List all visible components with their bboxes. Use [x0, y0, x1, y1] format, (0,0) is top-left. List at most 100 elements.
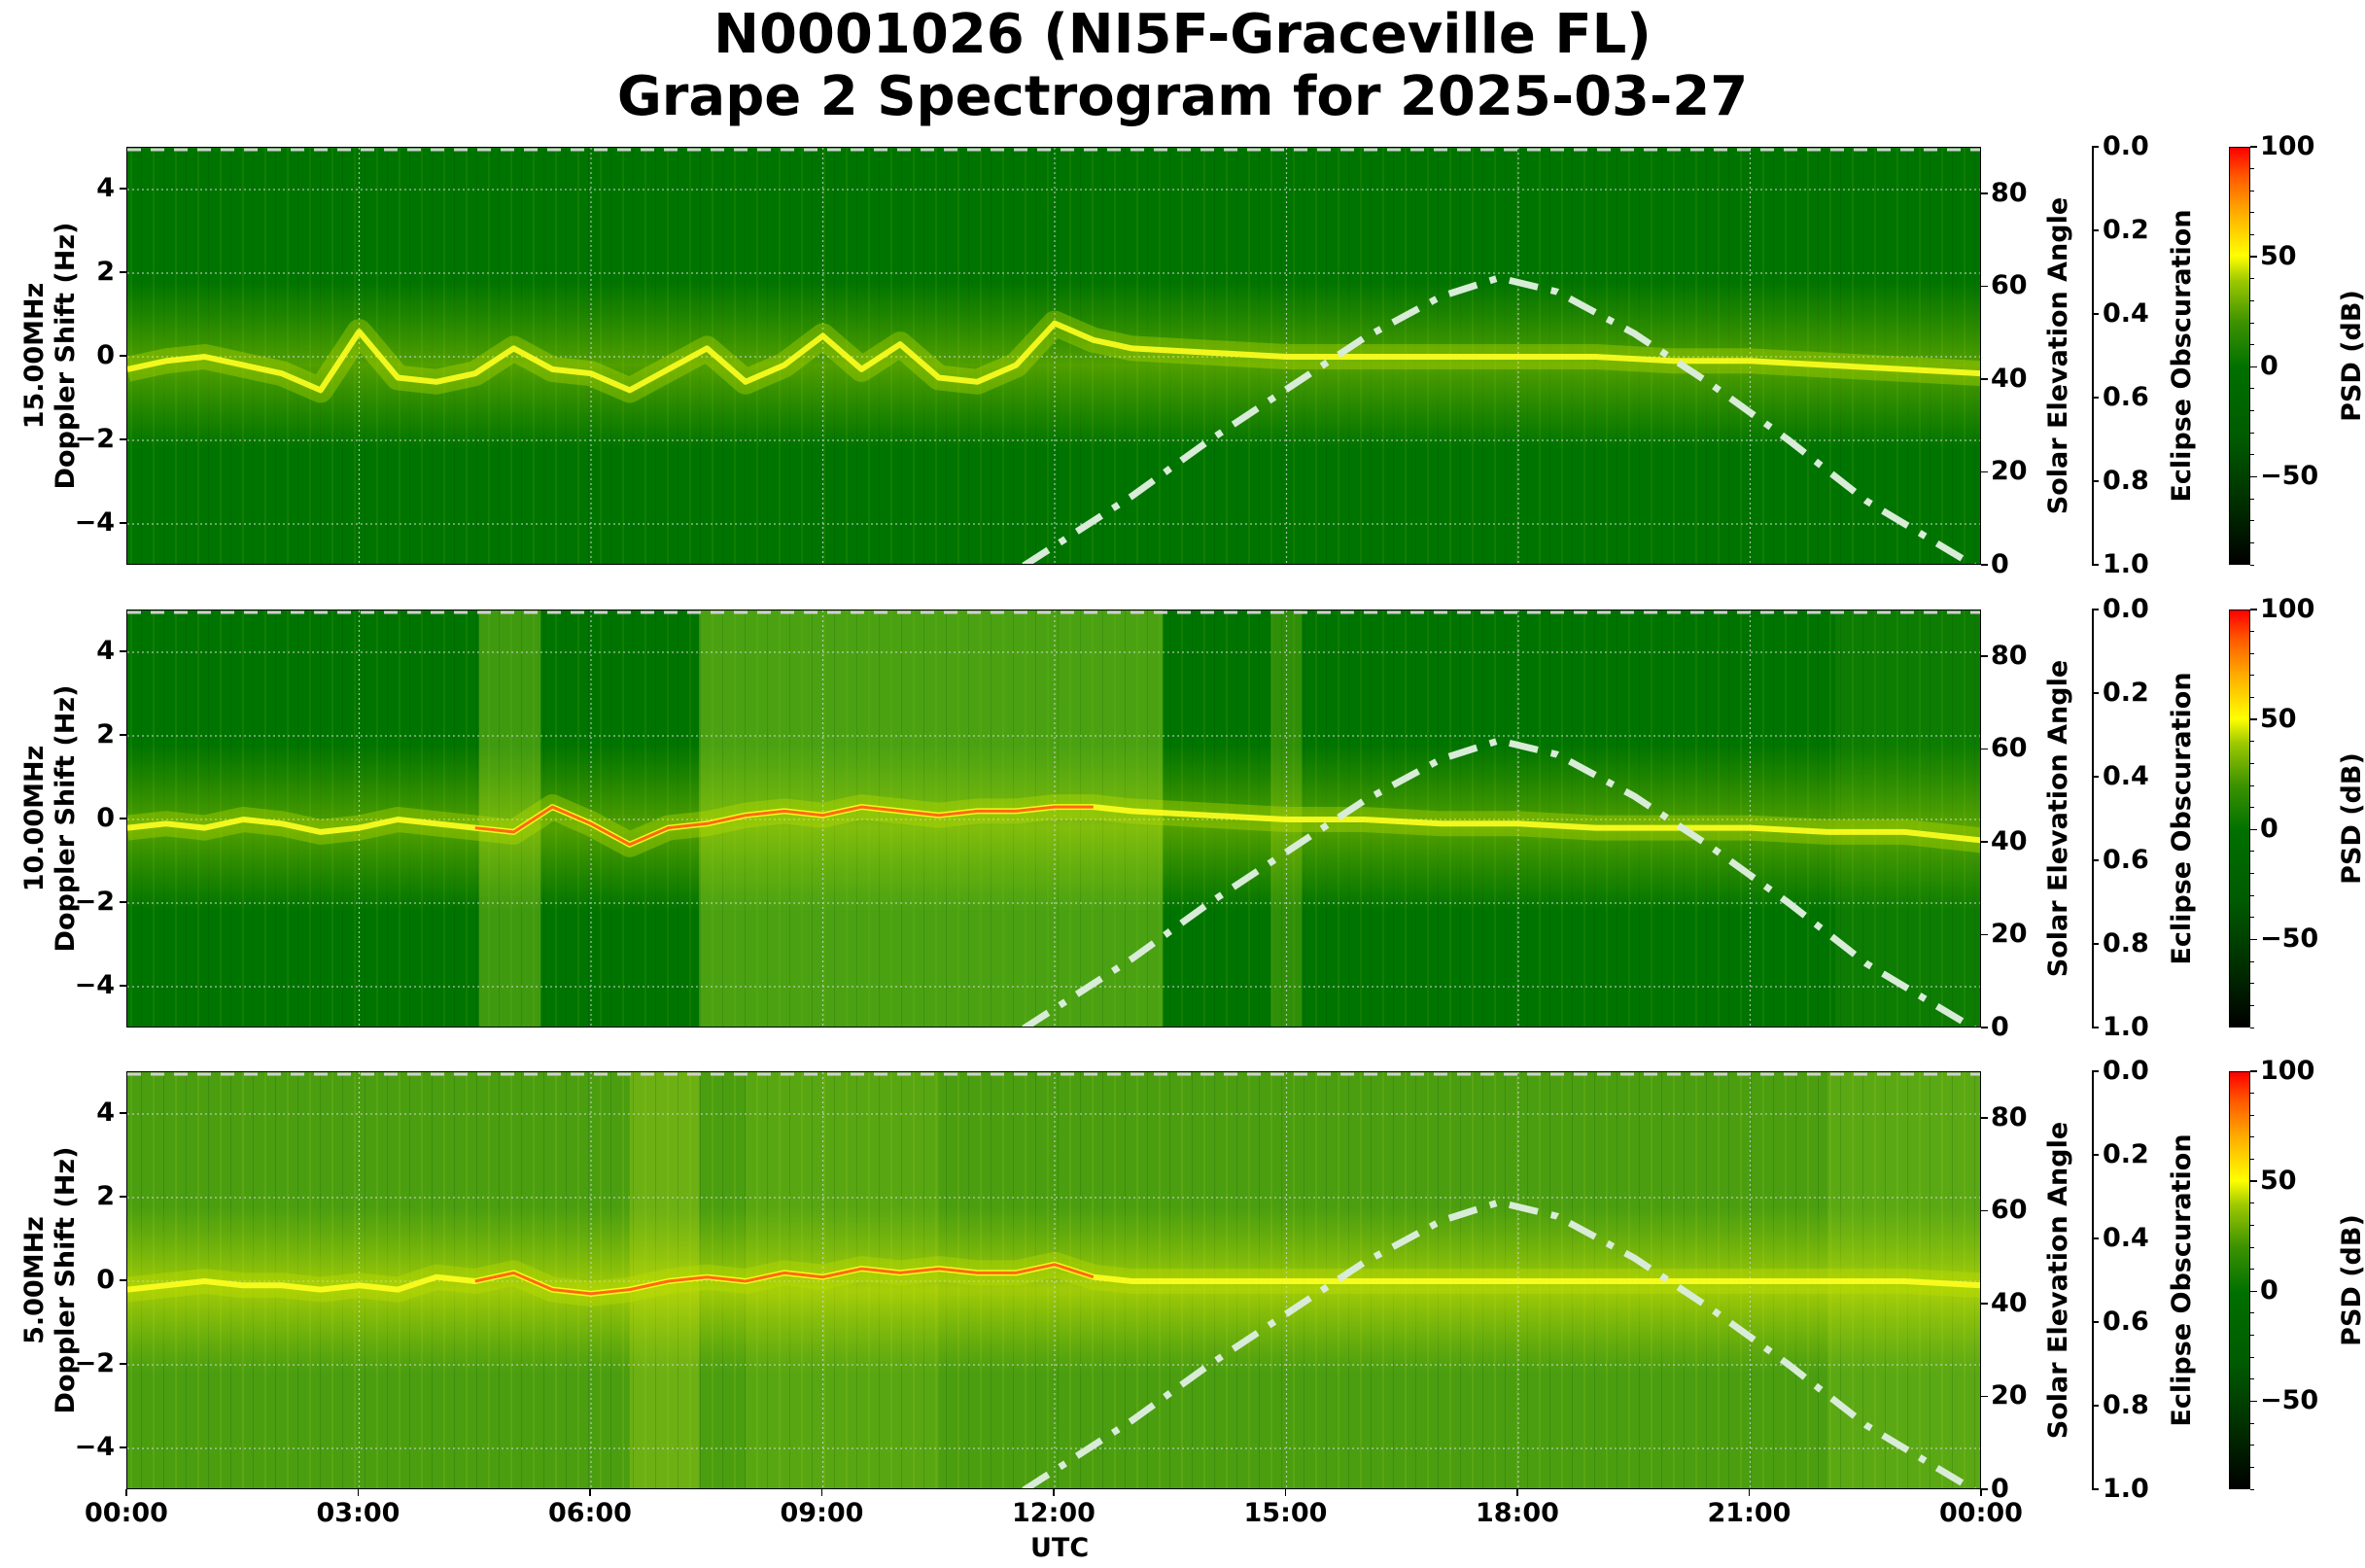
spectrogram-plot: [127, 1072, 1980, 1488]
frequency-label: 10.00MHz: [19, 745, 50, 892]
colorbar-minor-tick: [2250, 190, 2254, 192]
colorbar-minor-tick: [2250, 1114, 2254, 1116]
y-axis-label: 10.00MHz Doppler Shift (Hz): [19, 634, 82, 1003]
y-tick-label: 0: [96, 1265, 115, 1295]
colorbar-tick-label: 50: [2260, 241, 2297, 272]
x-tick-label: 15:00: [1243, 1498, 1328, 1528]
colorbar-minor-tick: [2250, 212, 2254, 214]
spectrogram-plot: [127, 148, 1980, 564]
eclipse-tick-mark: [2092, 1321, 2099, 1323]
colorbar-tick-mark: [2250, 146, 2257, 148]
y-tick-mark: [120, 1112, 126, 1114]
colorbar-tick-label: 50: [2260, 1166, 2297, 1197]
y-tick-mark: [120, 522, 126, 524]
elevation-tick-mark: [1981, 655, 1988, 657]
elevation-tick-mark: [1981, 378, 1988, 380]
elevation-tick-label: 60: [1991, 270, 2028, 301]
colorbar-minor-tick: [2250, 960, 2254, 962]
elevation-tick-label: 40: [1991, 825, 2028, 856]
y-tick-label: 2: [96, 1181, 115, 1211]
y-tick-mark: [120, 985, 126, 987]
eclipse-tick-label: 0.2: [2103, 215, 2149, 245]
eclipse-tick-mark: [2092, 313, 2099, 315]
y-tick-label: 0: [96, 803, 115, 833]
eclipse-tick-mark: [2092, 480, 2099, 482]
colorbar-tick-mark: [2250, 1290, 2257, 1293]
y-tick-mark: [120, 1196, 126, 1198]
eclipse-axis-spine: [2092, 610, 2094, 1028]
eclipse-tick-label: 1.0: [2103, 549, 2149, 579]
y-tick-label: 0: [96, 340, 115, 370]
colorbar-minor-tick: [2250, 697, 2254, 699]
x-tick-label: 03:00: [316, 1498, 400, 1528]
eclipse-tick-mark: [2092, 776, 2099, 778]
eclipse-tick-mark: [2092, 229, 2099, 231]
colorbar-minor-tick: [2250, 541, 2254, 543]
y-tick-mark: [120, 901, 126, 903]
spectrogram-panel-15.00MHz: [126, 147, 1981, 565]
elevation-tick-mark: [1981, 470, 1988, 473]
elevation-tick-mark: [1981, 1303, 1988, 1305]
spectrogram-plot: [127, 610, 1980, 1027]
elevation-tick-label: 80: [1991, 640, 2028, 671]
elevation-tick-mark: [1981, 1395, 1988, 1398]
y-tick-label: −4: [74, 507, 115, 538]
colorbar-minor-tick: [2250, 894, 2254, 896]
colorbar-tick-mark: [2250, 1180, 2257, 1182]
colorbar-minor-tick: [2250, 1312, 2254, 1314]
y-tick-label: −4: [74, 1432, 115, 1462]
colorbar-tick-mark: [2250, 938, 2257, 941]
eclipse-obscuration-label: Eclipse Obscuration: [2167, 672, 2197, 965]
eclipse-tick-mark: [2092, 1027, 2099, 1028]
colorbar-minor-tick: [2250, 1422, 2254, 1424]
colorbar-tick-mark: [2250, 828, 2257, 831]
chart-title-line1: N0001026 (NI5F-Graceville FL): [713, 3, 1652, 66]
elevation-tick-label: 60: [1991, 1195, 2028, 1226]
colorbar-minor-tick: [2250, 1202, 2254, 1204]
colorbar-tick-label: −50: [2260, 923, 2319, 955]
colorbar-minor-tick: [2250, 299, 2254, 301]
y-tick-mark: [120, 438, 126, 440]
y-tick-label: 4: [96, 636, 115, 666]
colorbar-minor-tick: [2250, 631, 2254, 633]
eclipse-tick-label: 0.6: [2103, 845, 2149, 875]
colorbar-minor-tick: [2250, 498, 2254, 500]
x-tick-mark: [1053, 1489, 1055, 1496]
eclipse-tick-mark: [2092, 1070, 2099, 1072]
colorbar-minor-tick: [2250, 1136, 2254, 1138]
colorbar-tick-mark: [2250, 609, 2257, 610]
colorbar-minor-tick: [2250, 741, 2254, 743]
colorbar-tick-label: 0: [2260, 814, 2278, 845]
solar-elevation-label: Solar Elevation Angle: [2043, 196, 2073, 515]
colorbar-minor-tick: [2250, 1335, 2254, 1337]
colorbar-minor-tick: [2250, 520, 2254, 522]
colorbar-tick-label: −50: [2260, 461, 2319, 492]
spectrogram-panel-5.00MHz: [126, 1071, 1981, 1489]
elevation-tick-label: 20: [1991, 919, 2028, 950]
colorbar-tick-mark: [2250, 718, 2257, 720]
colorbar-tick-mark: [2250, 1070, 2257, 1072]
x-tick-label: 06:00: [548, 1498, 632, 1528]
y-tick-label: 2: [96, 719, 115, 749]
elevation-tick-mark: [1981, 564, 1988, 566]
colorbar-tick-label: 100: [2260, 594, 2315, 624]
chart-title-line2: Grape 2 Spectrogram for 2025-03-27: [616, 65, 1749, 128]
solar-elevation-label: Solar Elevation Angle: [2043, 1121, 2073, 1440]
eclipse-tick-mark: [2092, 1405, 2099, 1407]
eclipse-axis-spine: [2092, 147, 2094, 565]
eclipse-tick-mark: [2092, 1237, 2099, 1239]
elevation-tick-label: 80: [1991, 177, 2028, 208]
colorbar-minor-tick: [2250, 917, 2254, 919]
psd-colorbar: [2229, 1071, 2250, 1489]
psd-colorbar-label: PSD (dB): [2337, 752, 2365, 885]
y-tick-label: 4: [96, 173, 115, 203]
spectrogram-panel-10.00MHz: [126, 610, 1981, 1028]
elevation-tick-mark: [1981, 285, 1988, 288]
x-tick-label: 21:00: [1707, 1498, 1791, 1528]
colorbar-minor-tick: [2250, 168, 2254, 170]
doppler-shift-label: Doppler Shift (Hz): [51, 222, 81, 490]
colorbar-tick-mark: [2250, 475, 2257, 478]
eclipse-tick-mark: [2092, 692, 2099, 694]
colorbar-minor-tick: [2250, 807, 2254, 809]
y-tick-label: −4: [74, 970, 115, 1000]
